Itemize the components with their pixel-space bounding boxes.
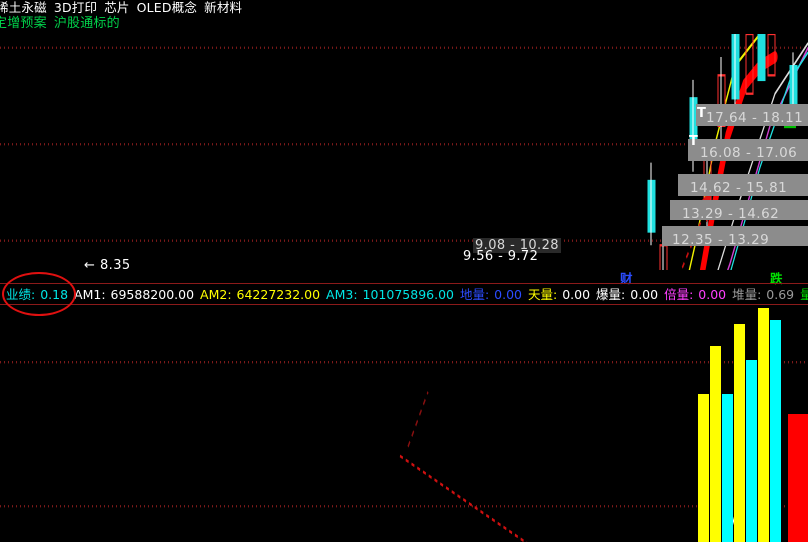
volume-bar	[698, 394, 709, 542]
volume-bar	[710, 346, 721, 542]
indicator-value: 0.00	[694, 287, 727, 302]
concept-tag[interactable]: 沪股通标的	[53, 16, 120, 31]
strip-bottom-divider	[0, 304, 808, 305]
price-range-label: 13.29 - 14.62	[682, 206, 780, 222]
indicator-value: 0.00	[626, 287, 659, 302]
range-t-marker: T	[689, 134, 698, 149]
concept-tag[interactable]: 芯片	[104, 0, 130, 15]
volume-grid-lines	[0, 361, 808, 508]
indicator-label: 天量:	[528, 287, 558, 302]
volume-bar	[758, 308, 769, 542]
price-range-label: 12.35 - 13.29	[672, 232, 770, 248]
price-range-box	[688, 139, 808, 161]
ma-red-thick-line	[699, 50, 778, 270]
price-tag: 8.35	[100, 258, 131, 270]
indicator-label: 倍量:	[664, 287, 694, 302]
price-range-box	[678, 174, 808, 196]
volume-bar	[734, 324, 745, 542]
strip-top-divider	[0, 283, 808, 284]
volume-pointer-arrow	[399, 391, 528, 542]
price-range-label: 17.64 - 18.11	[706, 110, 804, 126]
indicator-value: 0.00	[490, 287, 523, 302]
price-range-box	[696, 104, 808, 126]
range-t-marker: T	[697, 106, 706, 121]
indicator-label: AM2:	[200, 287, 232, 302]
price-tag: 9.08 - 10.28	[473, 238, 561, 253]
ma-yellow-line	[688, 34, 761, 270]
concept-tag[interactable]: 新材料	[204, 0, 243, 15]
price-range-label: 16.08 - 17.06	[700, 145, 798, 161]
volume-chart-pane[interactable]	[0, 305, 808, 542]
indicator-label: AM3:	[326, 287, 358, 302]
indicator-value: 0.00	[558, 287, 591, 302]
indicator-label: 地量:	[459, 287, 490, 302]
indicator-label: 量比:	[800, 287, 808, 302]
indicator-value: 101075896.00	[358, 287, 454, 302]
indicator-value: 0.69	[762, 287, 795, 302]
concept-tag[interactable]: 3D打印	[53, 0, 98, 15]
price-range-box	[662, 226, 808, 246]
side-status-label: 财	[620, 271, 633, 286]
concept-tag[interactable]: 稀土永磁	[0, 0, 47, 15]
volume-bar	[746, 360, 757, 542]
price-range-box	[670, 200, 808, 220]
left-arrow-icon: ←	[84, 258, 96, 270]
indicator-values-strip[interactable]: 业绩: 0.18 AM1: 69588200.00 AM2: 64227232.00…	[0, 285, 808, 304]
price-tag: 9.56 - 9.72	[463, 249, 539, 264]
concept-tag[interactable]: OLED概念	[136, 0, 198, 15]
indicator-label: AM1:	[74, 287, 106, 302]
side-status-label: 跌	[770, 271, 783, 286]
price-range-label: 14.62 - 15.81	[690, 180, 788, 196]
indicator-value: 69588200.00	[106, 287, 195, 302]
concept-tag[interactable]: 定增预案	[0, 16, 47, 31]
volume-chart-canvas	[0, 361, 808, 542]
volume-bar	[722, 394, 733, 542]
volume-bar	[770, 320, 781, 542]
volume-bar	[788, 414, 808, 542]
concept-tags-row-1: 稀土永磁 3D打印 芯片 OLED概念 新材料	[0, 0, 249, 15]
indicator-label: 堆量:	[732, 287, 762, 302]
concept-tags-row-2: 定增预案 沪股通标的	[0, 16, 127, 31]
performance-highlight-ellipse	[2, 272, 76, 316]
indicator-label: 爆量:	[596, 287, 626, 302]
price-chart-pane[interactable]: 17.64 - 18.11 T 16.08 - 17.06 T 14.62 - 15.8…	[0, 34, 808, 270]
indicator-value: 64227232.00	[232, 287, 321, 302]
